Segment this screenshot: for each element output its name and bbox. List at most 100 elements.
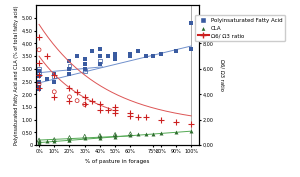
Point (52, 73, 57, 75)
Point (128, 132, 133, 135)
Point (98, 108, 102, 111)
Point (37, 75, 41, 78)
Point (37, 74, 41, 77)
Point (136, 50, 140, 53)
Y-axis label: Polyinsaturated Fatty Acid and CLA (% of total fatty acid): Polyinsaturated Fatty Acid and CLA (% of… (14, 5, 19, 145)
Point (105, 55, 110, 58)
Point (82, 57, 87, 60)
Legend: Polyinsaturated Fatty Acid, CLA, Ω6/ Ω3 ratio: Polyinsaturated Fatty Acid, CLA, Ω6/ Ω3 … (195, 15, 285, 41)
Point (52, 80, 57, 83)
Point (136, 133, 140, 136)
Point (113, 55, 118, 58)
Point (67, 87, 72, 89)
Point (52, 95, 57, 98)
Point (128, 112, 133, 115)
Point (151, 132, 156, 135)
Point (136, 116, 140, 119)
Point (52, 75, 57, 78)
Point (75, 55, 80, 58)
Point (105, 108, 110, 111)
Point (52, 140, 57, 143)
Point (52, 138, 57, 141)
Point (44, 78, 49, 81)
Point (37, 139, 41, 142)
Point (37, 85, 41, 88)
Point (37, 87, 41, 89)
Point (113, 136, 118, 138)
Y-axis label: Ω6/ Ω3 ratio: Ω6/ Ω3 ratio (219, 59, 224, 91)
Point (37, 70, 41, 73)
Point (158, 52, 163, 55)
Point (75, 99, 80, 102)
Point (82, 95, 87, 98)
Point (67, 138, 72, 141)
Point (98, 135, 102, 138)
Point (37, 83, 41, 85)
Point (90, 99, 95, 102)
Point (143, 132, 148, 135)
Point (67, 60, 72, 63)
Point (174, 131, 178, 134)
Point (113, 133, 118, 136)
Point (98, 103, 102, 106)
Point (67, 99, 72, 102)
Point (82, 103, 87, 106)
Point (37, 61, 41, 64)
Point (98, 134, 102, 137)
Point (37, 67, 41, 70)
Point (37, 141, 41, 144)
Point (90, 50, 95, 53)
Point (67, 139, 72, 141)
Point (128, 55, 133, 58)
Point (52, 74, 57, 77)
Point (82, 62, 87, 65)
Point (98, 47, 102, 50)
Point (37, 139, 41, 141)
Point (67, 95, 72, 98)
Point (67, 65, 72, 68)
Point (67, 73, 72, 75)
Point (128, 134, 133, 136)
Point (98, 62, 102, 65)
Point (82, 137, 87, 139)
Point (113, 108, 118, 111)
Point (37, 80, 41, 83)
Point (67, 67, 72, 70)
Point (143, 55, 148, 58)
Point (82, 67, 87, 70)
Point (52, 90, 57, 93)
Point (44, 55, 49, 58)
Point (113, 57, 118, 60)
Point (151, 55, 156, 58)
Point (67, 136, 72, 139)
Point (37, 48, 41, 51)
Point (37, 88, 41, 91)
Point (174, 50, 178, 53)
X-axis label: % of pasture in forages: % of pasture in forages (85, 159, 150, 164)
Point (98, 55, 102, 58)
Point (189, 47, 194, 50)
Point (158, 132, 163, 134)
Point (82, 135, 87, 138)
Point (37, 36, 41, 39)
Point (143, 116, 148, 119)
Point (158, 118, 163, 121)
Point (113, 106, 118, 109)
Point (37, 73, 41, 75)
Point (98, 136, 102, 139)
Point (189, 130, 194, 133)
Point (82, 70, 87, 73)
Point (113, 52, 118, 55)
Point (113, 112, 118, 115)
Point (44, 140, 49, 143)
Point (37, 141, 41, 144)
Point (189, 22, 194, 25)
Point (98, 60, 102, 63)
Point (75, 90, 80, 93)
Point (113, 134, 118, 137)
Point (128, 52, 133, 55)
Point (174, 121, 178, 124)
Point (189, 122, 194, 125)
Point (128, 115, 133, 117)
Point (82, 103, 87, 106)
